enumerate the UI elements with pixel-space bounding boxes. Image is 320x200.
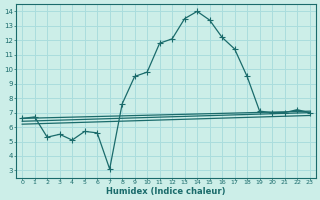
X-axis label: Humidex (Indice chaleur): Humidex (Indice chaleur) (106, 187, 226, 196)
